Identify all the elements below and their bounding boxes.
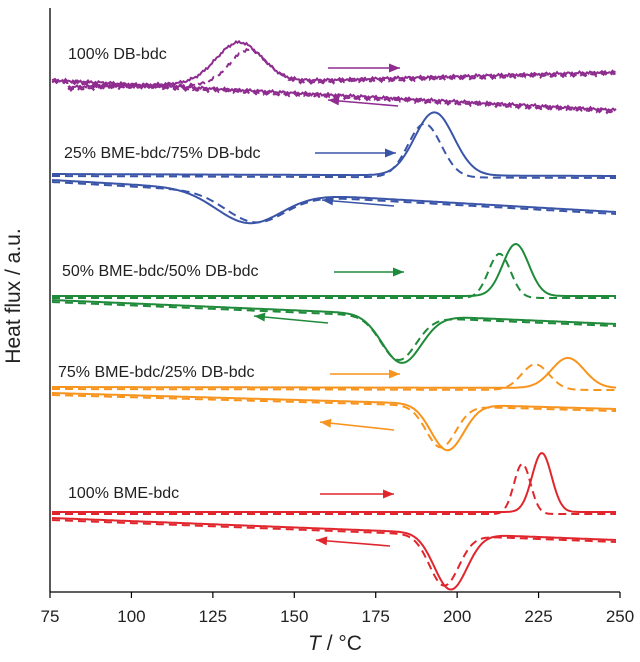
x-axis-label: T / °C: [308, 632, 362, 655]
x-axis-label-unit: / °C: [321, 632, 362, 655]
x-tick-label-75: 75: [41, 607, 60, 626]
curve-3-label: 50% BME-bdc/50% DB-bdc: [62, 263, 259, 280]
curve-5-heating-arrow: [320, 489, 394, 499]
curve-4-heating-dashed: [52, 363, 616, 391]
curve-5-cooling-arrow: [315, 536, 391, 547]
y-axis-label: Heat flux / a.u.: [2, 228, 25, 363]
curve-1-cooling-dashed: [51, 79, 617, 115]
x-ticks-layer: 75 100 125 150 175 200 225 250: [41, 592, 634, 626]
curve-2-cooling-arrow: [321, 196, 395, 207]
curve-4-label: 75% BME-bdc/25% DB-bdc: [58, 364, 255, 381]
curve-2-heating-dashed: [52, 122, 616, 179]
x-tick-label-225: 225: [524, 607, 552, 626]
curve-5-cooling-solid: [51, 517, 617, 591]
curve-3-heating-solid: [52, 242, 616, 297]
curve-1-heating-arrow: [328, 63, 400, 73]
curve-labels-layer: 100% DB-bdc 25% BME-bdc/75% DB-bdc 50% BME…: [58, 46, 261, 502]
curve-5-heating-solid: [52, 452, 616, 513]
x-tick-label-100: 100: [117, 607, 145, 626]
curve-2-cooling-solid: [51, 179, 617, 225]
curve-4-heating-arrow: [330, 369, 400, 379]
curve-2-heating-solid: [52, 111, 616, 177]
curve-1-label: 100% DB-bdc: [68, 46, 167, 63]
curve-2-heating-arrow: [315, 148, 396, 158]
curve-5-label: 100% BME-bdc: [68, 485, 179, 502]
curve-2-cooling-dashed: [51, 181, 617, 224]
curve-5-cooling-dashed: [51, 519, 617, 587]
curve-4-cooling-dashed: [52, 394, 616, 449]
curve-5-heating-dashed: [52, 462, 616, 515]
curve-4-cooling-arrow: [319, 418, 395, 431]
curve-3-cooling-solid: [51, 299, 617, 364]
x-axis-label-symbol: T: [308, 632, 323, 655]
curve-3-heating-arrow: [334, 267, 404, 277]
curve-1-cooling-solid: [51, 77, 617, 113]
x-tick-label-250: 250: [606, 607, 634, 626]
curve-4-heating-solid: [52, 356, 617, 389]
curve-3-cooling-dashed: [51, 301, 617, 361]
x-tick-label-125: 125: [199, 607, 227, 626]
x-tick-label-200: 200: [443, 607, 471, 626]
curve-3-cooling-arrow: [253, 312, 329, 324]
curve-3-heating-dashed: [52, 252, 616, 299]
curve-1-cooling-arrow: [327, 96, 399, 107]
curve-2-label: 25% BME-bdc/75% DB-bdc: [64, 145, 261, 162]
arrows-layer: [253, 63, 404, 547]
curves-layer: [51, 39, 617, 591]
x-tick-label-175: 175: [362, 607, 390, 626]
curve-4-cooling-solid: [52, 392, 616, 452]
x-tick-label-150: 150: [280, 607, 308, 626]
